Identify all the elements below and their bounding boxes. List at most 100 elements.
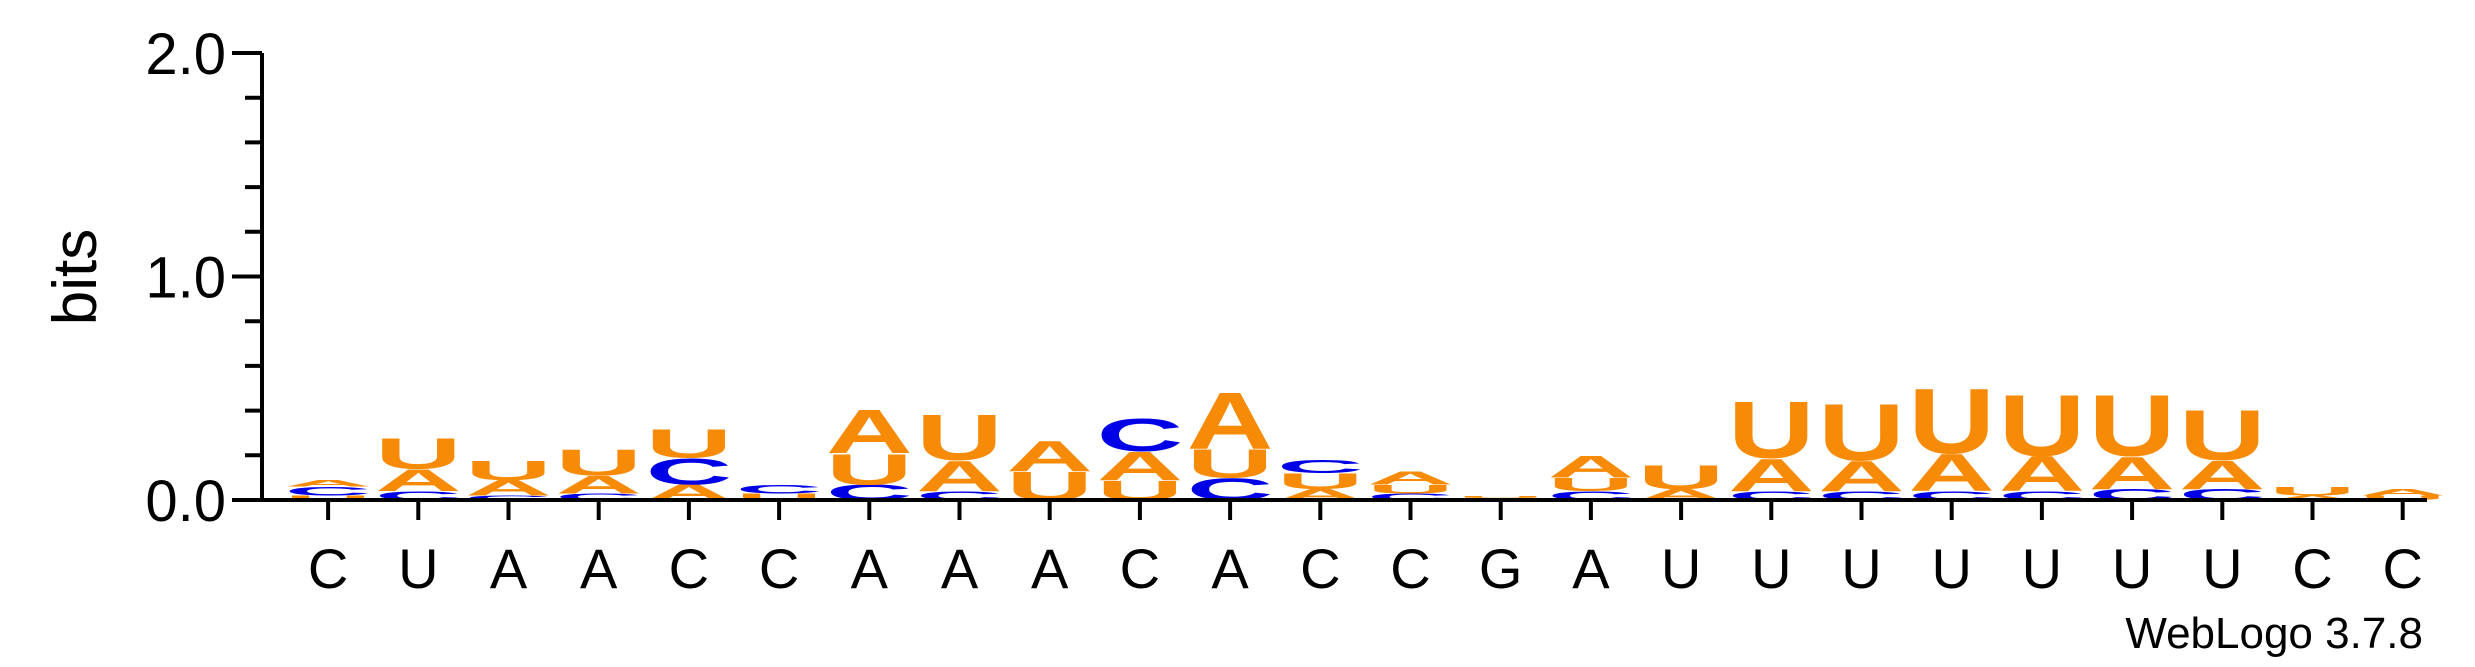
x-tick-label: U [2112, 537, 2152, 600]
stack-position-10: UAC [1097, 409, 1184, 506]
stack-letter-u: U [2359, 494, 2446, 501]
x-tick-label: C [1300, 537, 1340, 600]
stack-position-13: CUA [1367, 468, 1454, 502]
x-tick-label: U [2022, 537, 2062, 600]
stack-position-6: UC [736, 482, 823, 502]
x-tick-label: A [490, 537, 528, 600]
stack-position-23: AU [2269, 484, 2356, 501]
stack-letter-u: U [285, 494, 372, 501]
stack-letter-a: A [1548, 450, 1635, 485]
y-axis: 2.0 1.0 0.0 [145, 22, 264, 534]
x-tick-label: A [851, 537, 889, 600]
stack-letter-u: U [465, 455, 552, 486]
stack-letter-a: A [1818, 452, 1905, 501]
stack-position-5: ACU [646, 421, 733, 505]
weblogo-credit: WebLogo 3.7.8 [2125, 609, 2423, 658]
stack-position-11: CUA [1187, 375, 1274, 507]
y-tick-label: 0.0 [145, 469, 226, 534]
x-tick-label: C [1390, 537, 1430, 600]
stack-letter-c: C [555, 492, 642, 502]
stack-letter-u: U [736, 492, 823, 502]
stack-letter-a: A [1097, 443, 1184, 488]
x-tick-label: U [1841, 537, 1881, 600]
stack-position-12: AUC [1277, 456, 1364, 503]
stack-letter-c: C [285, 484, 372, 498]
stack-position-7: CUA [826, 398, 913, 505]
x-tick-label: C [1120, 537, 1160, 600]
stack-letter-a: A [2269, 494, 2356, 501]
stack-letter-a: A [2179, 452, 2266, 497]
stack-letter-u: U [2089, 377, 2176, 474]
stack-position-8: CAU [916, 402, 1003, 503]
x-tick-label: U [1661, 537, 1701, 600]
stack-letter-a: A [555, 471, 642, 499]
stack-position-17: CAU [1728, 384, 1815, 503]
y-tick-label: 1.0 [145, 246, 226, 311]
stack-position-19: CAU [1908, 369, 1995, 503]
x-tick-label: A [1572, 537, 1610, 600]
x-tick-label: U [2202, 537, 2242, 600]
x-tick-label: G [1479, 537, 1523, 600]
x-tick-label: C [2292, 537, 2332, 600]
stack-letter-u: U [1908, 369, 1995, 473]
stack-letter-a: A [1728, 450, 1815, 502]
x-tick-label: C [669, 537, 709, 600]
stack-letter-u: U [1457, 495, 1544, 498]
x-tick-label: C [759, 537, 799, 600]
stack-letter-a: A [1908, 443, 1995, 502]
stack-letter-a: A [375, 463, 462, 498]
x-tick-label: U [1931, 537, 1971, 600]
stack-letter-a: A [1999, 447, 2086, 502]
stack-position-3: CAU [465, 455, 552, 502]
x-tick-label: A [580, 537, 618, 600]
stack-letter-a: A [465, 476, 552, 500]
stack-letter-a: A [1367, 468, 1454, 489]
stack-position-21: CAU [2089, 377, 2176, 503]
x-tick-label: C [2382, 537, 2422, 600]
stack-letter-c: C [646, 451, 733, 493]
stack-position-24: UA [2359, 487, 2446, 501]
stack-letter-c: C [465, 494, 552, 501]
stack-position-20: CAU [1999, 377, 2086, 502]
stack-position-2: CAU [375, 430, 462, 503]
x-tick-label: A [1211, 537, 1249, 600]
stack-letter-u: U [1638, 458, 1725, 496]
stack-letter-a: A [826, 398, 913, 467]
stack-letter-a: A [285, 478, 372, 488]
stack-letter-u: U [916, 402, 1003, 474]
stack-position-1: UCA [285, 478, 372, 501]
y-tick-label: 2.0 [145, 22, 226, 87]
stack-letter-u: U [2179, 395, 2266, 475]
stack-letter-a: A [916, 452, 1003, 501]
stack-letter-u: U [375, 430, 462, 479]
stack-letter-c: C [1367, 492, 1454, 502]
x-tick-label: C [308, 537, 348, 600]
x-tick-label: U [1751, 537, 1791, 600]
stack-letter-u: U [1728, 384, 1815, 475]
x-tick-label: A [941, 537, 979, 600]
stack-letter-u: U [1999, 377, 2086, 474]
stack-letter-u: U [2269, 484, 2356, 498]
stack-position-16: AU [1638, 458, 1725, 504]
stack-letter-u: U [555, 442, 642, 484]
stack-letter-c: C [1277, 456, 1364, 477]
stack-letter-a: A [1187, 375, 1274, 466]
stack-position-9: UA [1006, 432, 1093, 509]
y-axis-label: bits [41, 229, 110, 325]
stack-letter-u: U [1548, 474, 1635, 495]
stack-letter-u: U [646, 421, 733, 466]
stack-letter-u: U [1367, 482, 1454, 496]
stack-letter-u: U [1187, 441, 1274, 486]
stack-position-15: CUA [1548, 450, 1635, 503]
stack-position-4: CAU [555, 442, 642, 502]
stack-letter-u: U [1277, 469, 1364, 493]
stack-letter-u: U [1818, 386, 1905, 477]
stack-letter-a: A [1006, 432, 1093, 481]
stack-position-18: CAU [1818, 386, 1905, 502]
x-tick-label: A [1031, 537, 1069, 600]
letter-stacks: UCACAUCAUCAUACUUCCUACAUUAUACCUAAUCCUAAUC… [285, 369, 2446, 509]
stack-letter-a: A [2089, 447, 2176, 499]
stack-letter-a: A [2359, 487, 2446, 497]
